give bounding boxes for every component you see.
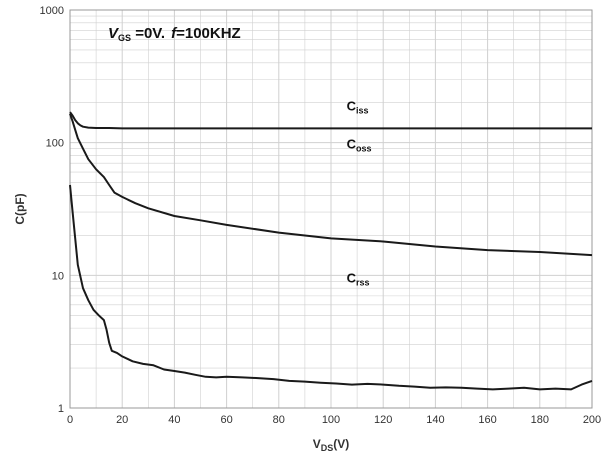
x-axis-label: VDS(V)	[313, 437, 350, 453]
series-lines	[69, 111, 593, 391]
x-tick-label: 100	[322, 414, 340, 426]
x-tick-label: 200	[583, 414, 601, 426]
x-tick-label: 0	[67, 414, 73, 426]
x-tick-label: 180	[531, 414, 549, 426]
vgs-symbol: V	[108, 25, 120, 42]
y-tick-label: 1000	[40, 5, 64, 17]
y-tick-label: 1	[58, 403, 64, 415]
grid	[69, 10, 593, 409]
f-value: =100KHZ	[176, 25, 241, 42]
series-label-coss: Coss	[347, 137, 372, 154]
vgs-subscript: GS	[118, 33, 131, 43]
x-tick-label: 60	[220, 414, 232, 426]
series-line-ciss	[69, 111, 592, 130]
series-line-coss	[69, 113, 593, 257]
tick-labels: 0 20 40 60 80 100 120 140 160 180 200 1 10 100 1000	[40, 5, 602, 426]
x-tick-label: 160	[478, 414, 496, 426]
f-symbol: f	[171, 25, 178, 42]
test-condition: VGS =0V. f=100KHZ	[108, 25, 241, 43]
series-label-crss: Crss	[347, 271, 370, 288]
x-axis-label-suffix: (V)	[333, 437, 349, 451]
series-line-crss	[69, 184, 593, 391]
x-axis-label-sub: DS	[321, 443, 334, 453]
plot-frame	[69, 9, 593, 409]
y-tick-label: 10	[52, 270, 64, 282]
y-axis-label: C(pF)	[13, 193, 27, 224]
x-tick-label: 40	[168, 414, 180, 426]
y-tick-label: 100	[46, 138, 64, 150]
x-tick-label: 20	[116, 414, 128, 426]
series-label-ciss: Ciss	[347, 98, 369, 115]
vgs-value: =0V.	[131, 25, 165, 42]
x-tick-label: 80	[273, 414, 285, 426]
x-axis-label-main: V	[313, 437, 321, 451]
x-tick-label: 140	[426, 414, 444, 426]
series-labels: Ciss Coss Crss	[347, 98, 372, 287]
x-tick-label: 120	[374, 414, 392, 426]
